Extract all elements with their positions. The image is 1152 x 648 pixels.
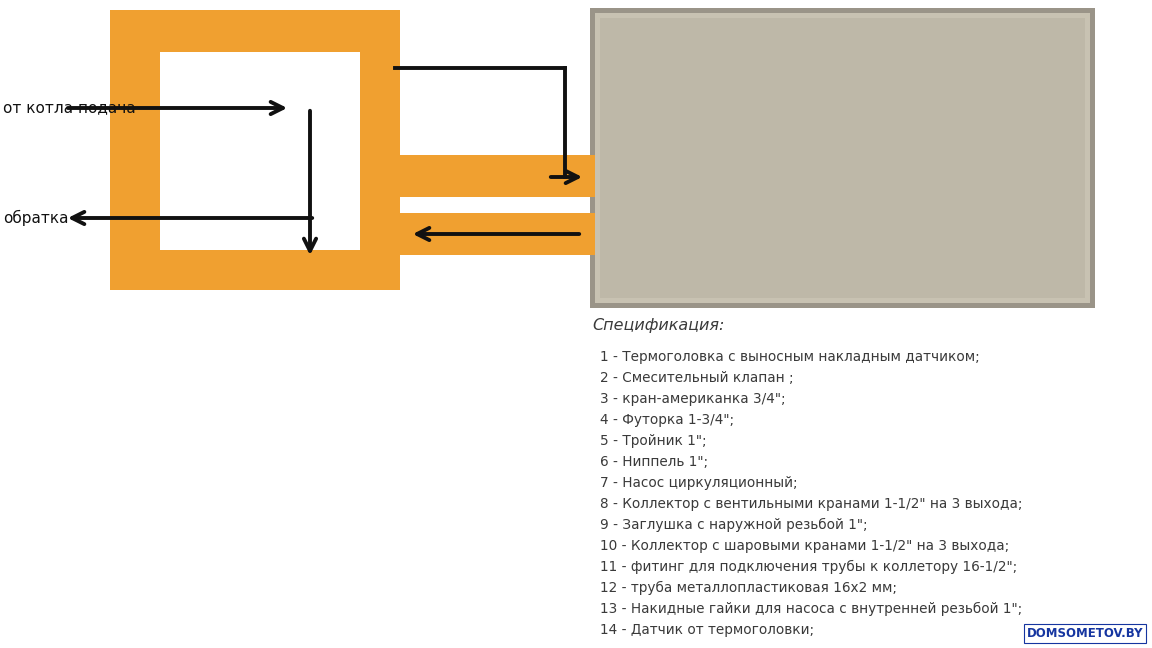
Text: 6 - Ниппель 1";: 6 - Ниппель 1"; (600, 455, 708, 469)
Text: от котла подача: от котла подача (3, 100, 136, 115)
Text: 10 - Коллектор с шаровыми кранами 1-1/2" на 3 выхода;: 10 - Коллектор с шаровыми кранами 1-1/2"… (600, 539, 1009, 553)
Text: DOMSOMETOV.BY: DOMSOMETOV.BY (1026, 627, 1143, 640)
Text: 9 - Заглушка с наружной резьбой 1";: 9 - Заглушка с наружной резьбой 1"; (600, 518, 867, 532)
Bar (590, 8, 1096, 308)
Text: 11 - фитинг для подключения трубы к коллетору 16-1/2";: 11 - фитинг для подключения трубы к колл… (600, 560, 1017, 574)
Bar (109, 10, 160, 290)
Text: 12 - труба металлопластиковая 16х2 мм;: 12 - труба металлопластиковая 16х2 мм; (600, 581, 897, 595)
Bar (359, 155, 594, 197)
Text: 14 - Датчик от термоголовки;: 14 - Датчик от термоголовки; (600, 623, 814, 637)
Text: 4 - Футорка 1-3/4";: 4 - Футорка 1-3/4"; (600, 413, 734, 427)
Bar (109, 250, 400, 290)
Text: Спецификация:: Спецификация: (592, 318, 725, 333)
Text: 8 - Коллектор с вентильными кранами 1-1/2" на 3 выхода;: 8 - Коллектор с вентильными кранами 1-1/… (600, 497, 1023, 511)
Text: 7 - Насос циркуляционный;: 7 - Насос циркуляционный; (600, 476, 797, 490)
Text: 3 - кран-американка 3/4";: 3 - кран-американка 3/4"; (600, 392, 786, 406)
Bar (359, 52, 400, 290)
Text: 2 - Смесительный клапан ;: 2 - Смесительный клапан ; (600, 371, 794, 385)
Text: 5 - Тройник 1";: 5 - Тройник 1"; (600, 434, 706, 448)
Text: 1 - Термоголовка с выносным накладным датчиком;: 1 - Термоголовка с выносным накладным да… (600, 350, 979, 364)
Text: обратка: обратка (3, 210, 68, 226)
Bar (594, 13, 1090, 303)
Text: 13 - Накидные гайки для насоса с внутренней резьбой 1";: 13 - Накидные гайки для насоса с внутрен… (600, 602, 1022, 616)
Bar (600, 18, 1085, 298)
Bar (109, 10, 400, 52)
Bar (359, 213, 594, 255)
